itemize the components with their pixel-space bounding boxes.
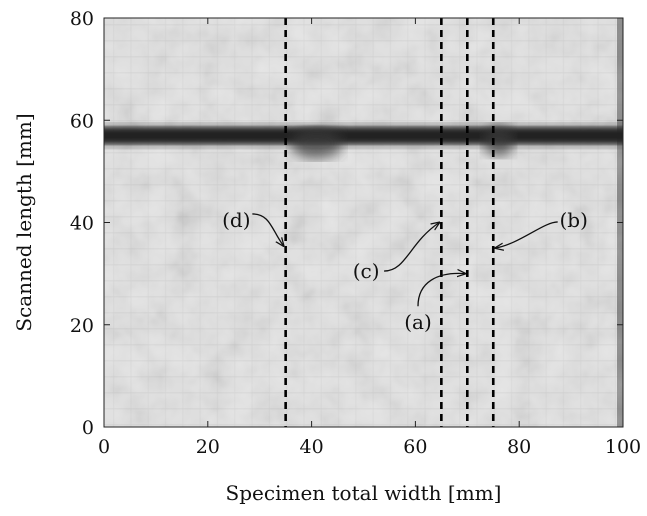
x-tick-label: 40 (300, 436, 324, 458)
dark-spot (482, 125, 515, 157)
dark-band (104, 127, 623, 144)
annotations: (d) (c) (a) (b) (222, 208, 588, 334)
x-tick-label: 20 (196, 436, 220, 458)
x-tick-label: 100 (605, 436, 641, 458)
arrow-d (252, 213, 283, 246)
label-a: (a) (404, 310, 432, 334)
label-c: (c) (353, 259, 380, 283)
y-tick-label: 60 (70, 110, 94, 132)
y-tick-label: 20 (70, 315, 94, 337)
grain-texture (104, 18, 623, 427)
label-d: (d) (222, 208, 250, 232)
heatmap-image (104, 18, 623, 427)
x-tick-label: 0 (98, 436, 110, 458)
x-tick-label: 60 (403, 436, 427, 458)
x-tick-label: 80 (507, 436, 531, 458)
label-b: (b) (559, 208, 587, 232)
y-tick-label: 80 (70, 8, 94, 30)
arrow-a (417, 273, 465, 307)
y-tick-label: 40 (70, 213, 94, 235)
y-tick-label: 0 (82, 417, 94, 439)
arrow-c (384, 223, 439, 272)
dark-spot (290, 127, 343, 159)
y-axis-title: Scanned length [mm] (12, 113, 36, 331)
arrow-b (495, 221, 558, 248)
x-axis-title: Specimen total width [mm] (226, 481, 502, 505)
axes: 0 20 40 60 80 100 0 20 40 60 80 (70, 8, 641, 458)
